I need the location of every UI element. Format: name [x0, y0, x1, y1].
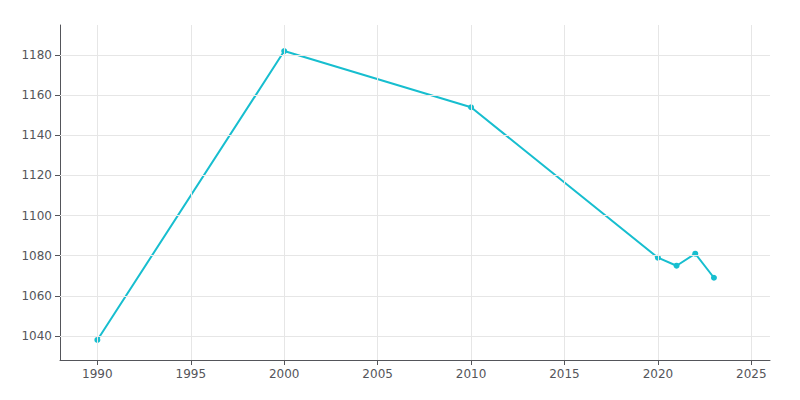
svg-text:1995: 1995	[176, 367, 207, 381]
svg-text:2000: 2000	[269, 367, 300, 381]
svg-text:2015: 2015	[549, 367, 580, 381]
svg-text:1140: 1140	[21, 128, 52, 142]
svg-text:1040: 1040	[21, 329, 52, 343]
svg-text:1080: 1080	[21, 249, 52, 263]
svg-text:2010: 2010	[456, 367, 487, 381]
svg-text:1160: 1160	[21, 88, 52, 102]
svg-text:1060: 1060	[21, 289, 52, 303]
svg-text:1120: 1120	[21, 168, 52, 182]
svg-text:1990: 1990	[82, 367, 113, 381]
svg-text:2005: 2005	[362, 367, 393, 381]
svg-text:1180: 1180	[21, 48, 52, 62]
svg-text:1100: 1100	[21, 209, 52, 223]
svg-text:2025: 2025	[736, 367, 767, 381]
svg-text:2020: 2020	[643, 367, 674, 381]
